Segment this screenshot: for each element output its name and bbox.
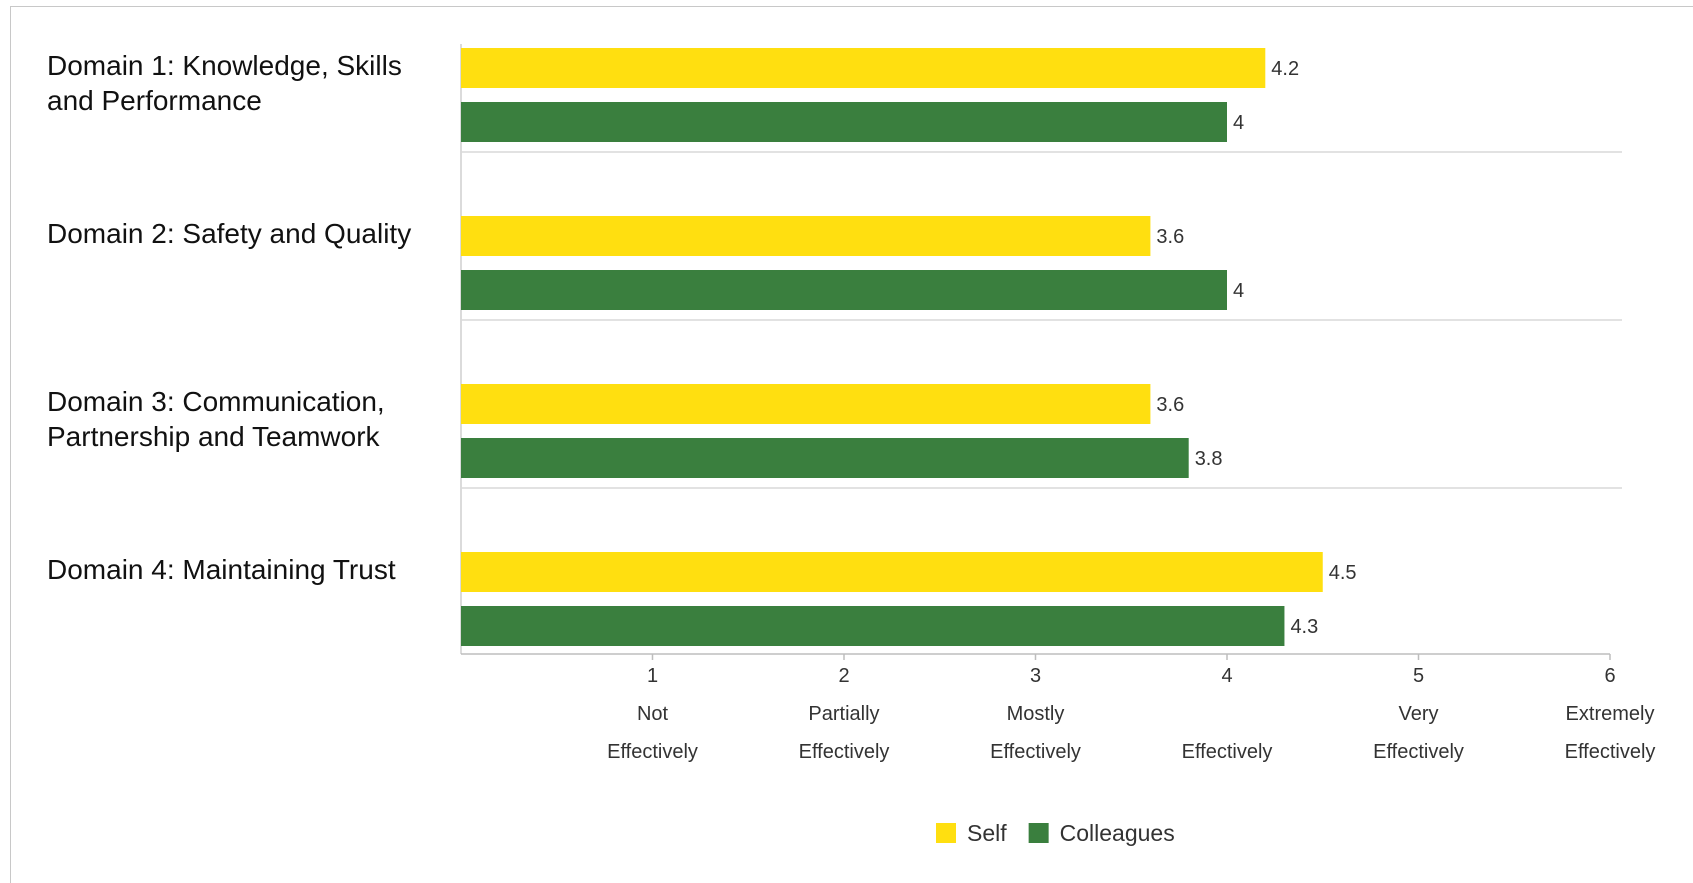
legend-label-colleagues: Colleagues [1060, 820, 1175, 846]
bar-self-domain-3 [461, 384, 1151, 424]
data-label-self-domain-2: 3.6 [1156, 226, 1184, 248]
legend-label-self: Self [967, 820, 1007, 846]
bar-colleagues-domain-1 [461, 102, 1227, 142]
category-label-domain-4: Domain 4: Maintaining Trust [47, 554, 396, 585]
bar-colleagues-domain-2 [461, 270, 1227, 310]
data-label-colleagues-domain-2: 4 [1233, 280, 1244, 302]
x-tick-text-line2-5: Effectively [1373, 741, 1464, 763]
bar-self-domain-4 [461, 552, 1323, 592]
x-tick-text-line1-5: Very [1398, 703, 1438, 725]
x-tick-text-line1-3: Mostly [1007, 703, 1065, 725]
x-tick-text-line1-1: Not [637, 703, 669, 725]
x-tick-text-line2-2: Effectively [799, 741, 890, 763]
x-tick-number-4: 4 [1221, 665, 1232, 687]
data-label-colleagues-domain-1: 4 [1233, 112, 1244, 134]
category-label-domain-1: Domain 1: Knowledge, Skills and Performa… [47, 50, 402, 116]
bar-self-domain-2 [461, 216, 1151, 256]
data-label-colleagues-domain-3: 3.8 [1195, 448, 1223, 470]
x-tick-number-2: 2 [838, 665, 849, 687]
x-tick-text-line1-6: Extremely [1566, 703, 1655, 725]
bar-colleagues-domain-3 [461, 438, 1189, 478]
data-label-self-domain-4: 4.5 [1329, 562, 1357, 584]
bar-colleagues-domain-4 [461, 606, 1285, 646]
chart-frame [10, 6, 1693, 883]
x-tick-number-1: 1 [647, 665, 658, 687]
legend-swatch-self [936, 823, 956, 843]
data-label-self-domain-3: 3.6 [1156, 394, 1184, 416]
data-label-self-domain-1: 4.2 [1271, 58, 1299, 80]
x-tick-number-5: 5 [1413, 665, 1424, 687]
x-tick-text-line2-3: Effectively [990, 741, 1081, 763]
legend-swatch-colleagues [1028, 823, 1049, 843]
x-tick-text-line2-6: Effectively [1565, 741, 1656, 763]
x-tick-number-6: 6 [1604, 665, 1615, 687]
data-label-colleagues-domain-4: 4.3 [1290, 616, 1318, 638]
category-label-domain-2: Domain 2: Safety and Quality [47, 218, 412, 249]
bar-self-domain-1 [461, 48, 1266, 88]
x-tick-text-line2-4: Effectively [1182, 741, 1273, 763]
x-tick-number-3: 3 [1030, 665, 1041, 687]
x-tick-text-line1-2: Partially [808, 703, 879, 725]
x-tick-text-line2-1: Effectively [607, 741, 698, 763]
category-label-domain-3: Domain 3: Communication, Partnership and… [47, 386, 385, 452]
